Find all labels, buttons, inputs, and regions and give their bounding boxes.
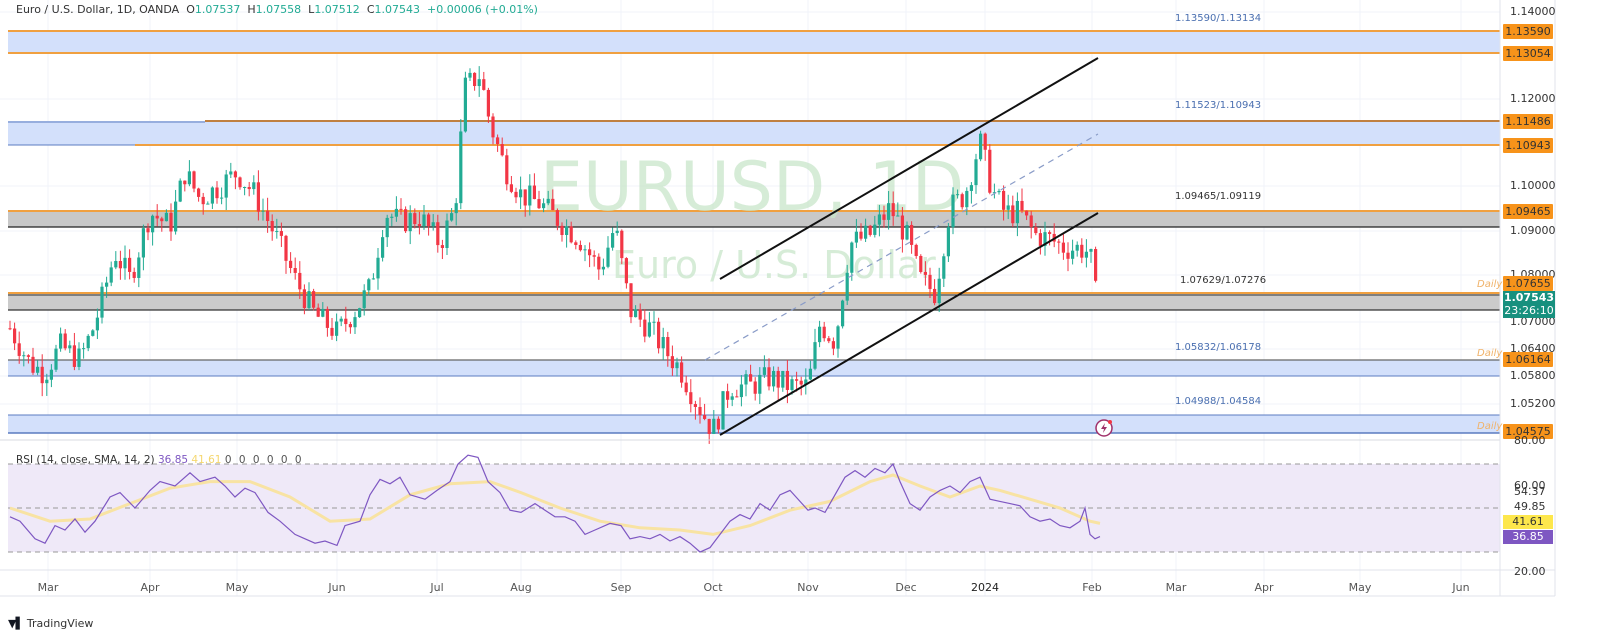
rsi-legend[interactable]: RSI (14, close, SMA, 14, 2) 36.85 41.61 …	[16, 454, 304, 466]
rsi-extra-values: 0 0 0 0 0 0	[224, 454, 304, 466]
daily-label: Daily	[1477, 279, 1503, 290]
time-tick-label: Mar	[1165, 581, 1187, 594]
low-value: 1.07512	[314, 3, 360, 16]
candlesticks	[8, 66, 1098, 444]
time-tick-label: Feb	[1082, 581, 1102, 594]
high-value: 1.07558	[255, 3, 302, 16]
rsi-sma-tag: 41.61	[1503, 515, 1553, 529]
rsi-tick-label: 60.00	[1514, 479, 1546, 492]
brand-name: TradingView	[26, 617, 94, 630]
time-tick-label: May	[225, 581, 249, 594]
change-value: +0.00006 (+0.01%)	[427, 3, 538, 16]
current-price-tag: 1.07543 23:26:10	[1503, 291, 1555, 318]
rsi-value: 36.85	[158, 454, 189, 466]
time-tick-label: Mar	[37, 581, 59, 594]
open-value: 1.07537	[194, 3, 241, 16]
alert-lightning-icon[interactable]	[1095, 419, 1113, 437]
close-value: 1.07543	[374, 3, 421, 16]
time-tick-label: 2024	[971, 581, 999, 594]
time-tick-label: Jun	[1452, 581, 1470, 594]
time-tick-label: Nov	[797, 581, 819, 594]
level-price-tag: 1.04575	[1503, 424, 1553, 439]
zones	[8, 30, 1500, 434]
rsi-tick-label: 20.00	[1514, 565, 1546, 578]
level-price-tag: 1.07655	[1503, 276, 1553, 291]
time-tick-label: Apr	[140, 581, 160, 594]
tradingview-logo-icon: ▼▌	[8, 617, 24, 630]
price-tick-label: 1.05800	[1510, 369, 1556, 382]
price-tick-label: 1.05200	[1510, 397, 1556, 410]
daily-label: Daily	[1477, 348, 1503, 359]
price-tick-label: 1.10000	[1510, 179, 1556, 192]
rsi-value-tag: 36.85	[1503, 530, 1553, 544]
time-tick-label: Dec	[895, 581, 917, 594]
time-tick-label: Jun	[328, 581, 346, 594]
rsi-pane	[0, 439, 1500, 553]
level-price-tag: 1.10943	[1503, 138, 1553, 153]
level-price-tag: 1.11486	[1503, 114, 1553, 129]
zone-label: 1.07629/1.07276	[1180, 275, 1267, 286]
rsi-tick-label: 54.37	[1514, 485, 1546, 498]
rsi-title: RSI (14, close, SMA, 14, 2)	[16, 454, 155, 466]
price-tick-label: 1.09000	[1510, 224, 1556, 237]
tradingview-branding[interactable]: ▼▌ TradingView	[8, 617, 93, 630]
time-tick-label: Aug	[510, 581, 532, 594]
price-tick-label: 1.12000	[1510, 92, 1556, 105]
time-tick-label: Jul	[430, 581, 444, 594]
symbol-legend[interactable]: Euro / U.S. Dollar, 1D, OANDA O1.07537 H…	[16, 3, 538, 16]
level-price-tag: 1.13054	[1503, 46, 1553, 61]
zone-label: 1.09465/1.09119	[1175, 191, 1262, 202]
zone-label: 1.13590/1.13134	[1175, 13, 1262, 24]
level-price-tag: 1.06164	[1503, 352, 1553, 367]
rsi-tick-label: 49.85	[1514, 500, 1546, 513]
zone-label: 1.04988/1.04584	[1175, 396, 1262, 407]
daily-label: Daily	[1477, 421, 1503, 432]
level-price-tag: 1.09465	[1503, 204, 1553, 219]
watermark-symbol: EURUSD, 1D	[540, 148, 964, 227]
zone-label: 1.05832/1.06178	[1175, 342, 1262, 353]
symbol-description: Euro / U.S. Dollar, 1D, OANDA	[16, 3, 180, 16]
rsi-sma-value: 41.61	[191, 454, 222, 466]
trend-channel	[704, 57, 1099, 436]
watermark-description: Euro / U.S. Dollar	[612, 243, 936, 287]
price-tick-label: 1.07000	[1510, 315, 1556, 328]
time-tick-label: Apr	[1254, 581, 1274, 594]
time-tick-label: Oct	[703, 581, 723, 594]
zone-label: 1.11523/1.10943	[1175, 100, 1262, 111]
price-tick-label: 1.14000	[1510, 5, 1556, 18]
level-price-tag: 1.13590	[1503, 24, 1553, 39]
price-tick-label: 1.06400	[1510, 342, 1556, 355]
rsi-tick-label: 80.00	[1514, 434, 1546, 447]
time-tick-label: Sep	[610, 581, 632, 594]
time-tick-label: May	[1348, 581, 1372, 594]
bar-countdown: 23:26:10	[1504, 304, 1554, 317]
